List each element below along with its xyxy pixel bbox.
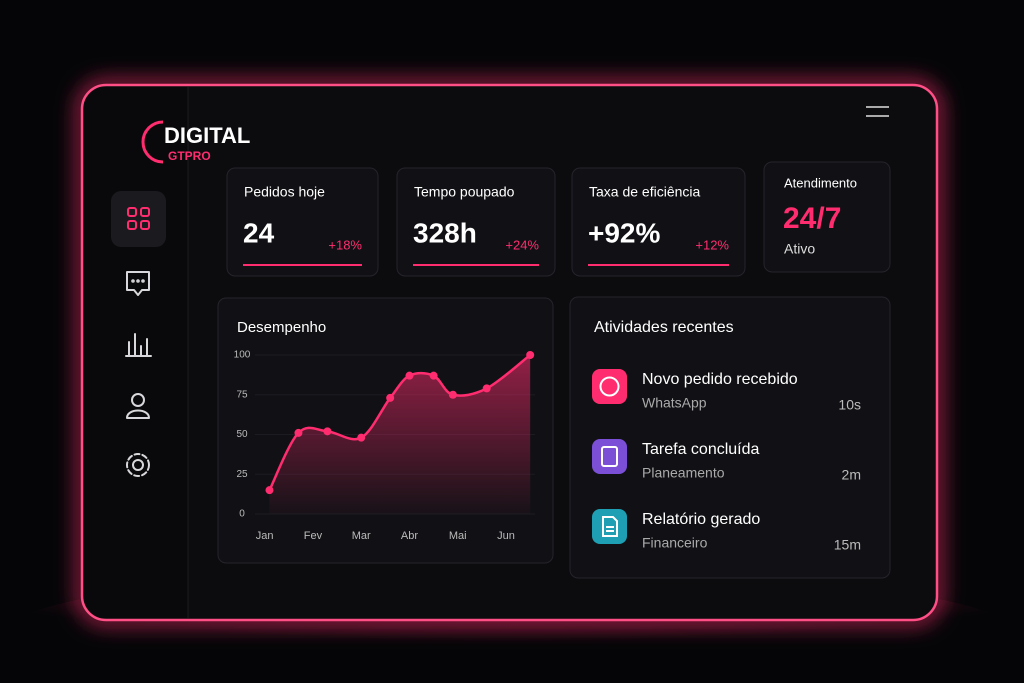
- stat-change: +12%: [695, 237, 729, 252]
- point: [265, 486, 274, 495]
- area: [269, 355, 531, 514]
- logo-arc: [141, 120, 164, 164]
- stat-value: 328h: [413, 217, 477, 248]
- stat-card: [226, 167, 379, 277]
- support-value: 24/7: [783, 202, 841, 235]
- stat-label: Tempo poupado: [414, 184, 515, 200]
- activity-title: Atividades recentes: [594, 319, 734, 336]
- point: [448, 390, 457, 399]
- activity-time: 15m: [834, 537, 861, 553]
- point: [386, 393, 395, 402]
- x-tick-label: Jun: [497, 530, 515, 542]
- activity-source: Planeamento: [642, 465, 725, 481]
- icon-whatsapp-glyph: [599, 376, 620, 397]
- icon-task-glyph: [601, 446, 618, 467]
- point: [526, 351, 535, 359]
- point: [357, 433, 366, 442]
- stat-value: 24: [243, 217, 275, 248]
- brand-sub: GTPRO: [168, 149, 211, 163]
- support-card: [763, 161, 891, 273]
- nav-users[interactable]: [126, 393, 150, 419]
- activity-title: Tarefa concluída: [642, 441, 760, 458]
- stat-value: +92%: [588, 217, 660, 248]
- activity-title: Novo pedido recebido: [642, 371, 798, 388]
- line: [268, 354, 531, 491]
- x-tick-label: Mai: [449, 530, 467, 542]
- activity-source: Financeiro: [642, 535, 708, 551]
- activity-time: 10s: [838, 397, 861, 413]
- menu-button[interactable]: [866, 106, 889, 117]
- nav-reports[interactable]: [125, 333, 152, 357]
- y-tick-label: 25: [236, 469, 248, 480]
- activity-panel: [569, 296, 891, 579]
- activity-source: WhatsApp: [642, 395, 707, 411]
- chart: 0 25 50 75 100 Jan Fev Mar Abr Mai Jun: [234, 350, 535, 542]
- support-status: Ativo: [784, 241, 815, 257]
- point: [429, 371, 438, 380]
- activity-title: Relatório gerado: [642, 511, 760, 528]
- activity-list: Novo pedido recebido WhatsApp 10s Tarefa co…: [642, 371, 861, 552]
- point: [405, 371, 414, 380]
- x-tick-label: Fev: [304, 530, 323, 542]
- y-tick-label: 100: [234, 350, 251, 361]
- y-tick-label: 50: [236, 429, 248, 440]
- icon-whatsapp: [592, 369, 627, 404]
- y-tick-label: 0: [239, 509, 245, 520]
- x-tick-label: Jan: [256, 530, 274, 542]
- stat-card: [571, 167, 746, 277]
- nav-active-bg: [111, 191, 166, 247]
- activity-time: 2m: [842, 467, 861, 483]
- y-tick-label: 75: [236, 389, 248, 400]
- x-tick-label: Abr: [401, 530, 418, 542]
- support-label: Atendimento: [784, 175, 857, 190]
- nav-messages[interactable]: [126, 271, 150, 296]
- stat-label: Pedidos hoje: [244, 184, 325, 200]
- x-tick-label: Mar: [352, 530, 371, 542]
- chart-title: Desempenho: [237, 319, 326, 336]
- icon-report-glyph: [602, 516, 618, 537]
- icon-task: [592, 439, 627, 474]
- point: [294, 428, 303, 437]
- stat-change: +18%: [328, 237, 362, 252]
- stat-card: [396, 167, 556, 277]
- nav-settings[interactable]: [126, 453, 150, 477]
- brand-name: DIGITAL: [164, 123, 250, 148]
- point: [482, 384, 491, 393]
- point: [323, 427, 332, 436]
- nav-dashboard[interactable]: [127, 207, 150, 230]
- stat-label: Taxa de eficiência: [589, 184, 701, 200]
- stat-cards: Pedidos hoje 24 +18% Tempo poupado 328h +24% T…: [226, 167, 746, 277]
- stat-change: +24%: [505, 237, 539, 252]
